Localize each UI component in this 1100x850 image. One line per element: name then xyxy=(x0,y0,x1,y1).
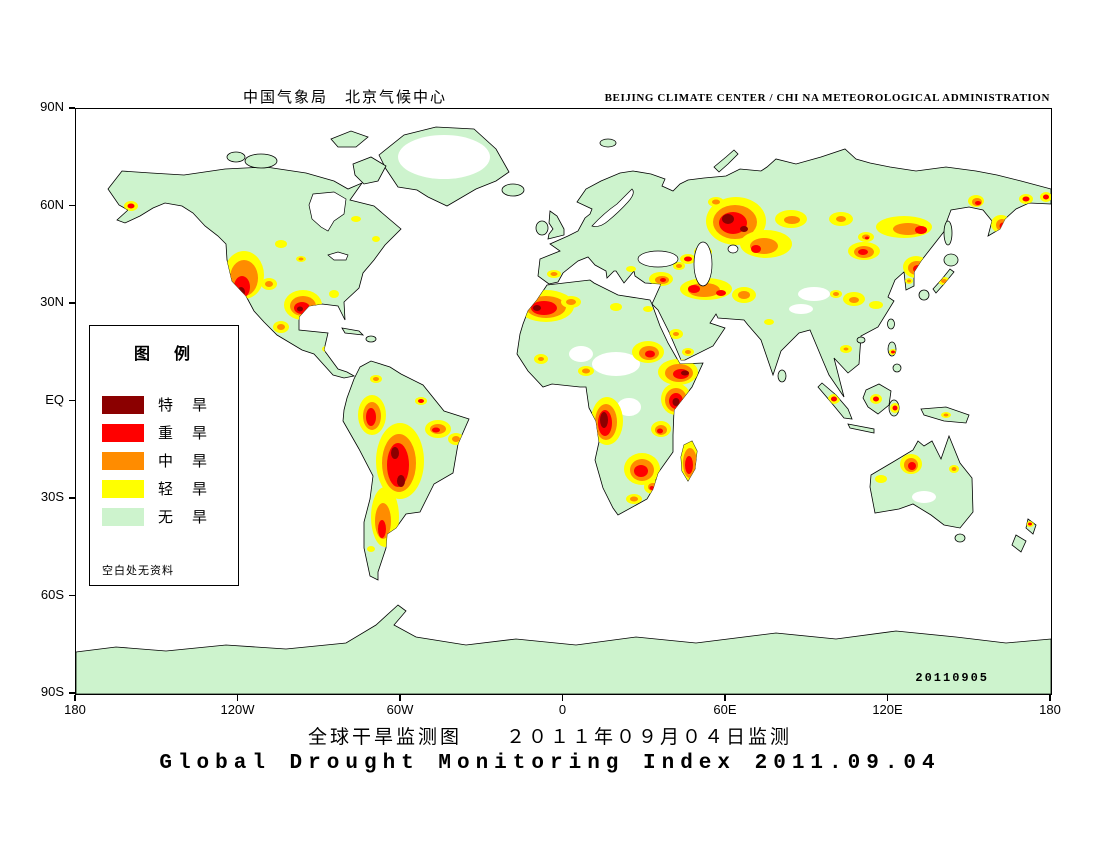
lon-label-120e: 120E xyxy=(872,702,903,717)
legend-swatch-severe xyxy=(102,423,144,442)
legend-swatch-extreme xyxy=(102,395,144,414)
lat-label-60s: 60S xyxy=(40,586,64,602)
legend-note: 空白处无资料 xyxy=(102,565,174,577)
lat-label-30n: 30N xyxy=(40,294,64,309)
legend-rows: 特 旱 重 旱 中 旱 轻 旱 无 旱 xyxy=(90,394,238,527)
footer-title-cn: 全球干旱监测图 ２０１１年０９月０４日监测 xyxy=(307,727,792,748)
legend-label: 中 旱 xyxy=(158,453,210,470)
legend-swatch-light xyxy=(102,479,144,498)
lon-label-120w: 120W xyxy=(220,702,255,717)
legend-label: 重 旱 xyxy=(158,425,210,442)
axis-tick xyxy=(74,694,76,701)
axis-tick xyxy=(886,694,889,701)
axis-tick xyxy=(399,694,401,701)
legend-label: 轻 旱 xyxy=(158,481,210,498)
axis-tick xyxy=(236,694,239,701)
lat-label-90s: 90S xyxy=(40,684,64,699)
lakes-layer xyxy=(308,188,739,287)
axis-tick xyxy=(724,694,726,701)
lat-label-eq: EQ xyxy=(45,391,64,407)
legend-item: 无 旱 xyxy=(102,506,238,527)
lat-label-60n: 60N xyxy=(40,196,64,212)
axis-tick xyxy=(69,399,75,402)
axis-tick xyxy=(69,692,75,694)
axis-tick xyxy=(561,694,564,701)
lon-label-0: 0 xyxy=(558,702,567,717)
header-title-en: BEIJING CLIMATE CENTER / CHI NA METEOROL… xyxy=(604,92,1050,104)
lat-label-30s: 30S xyxy=(40,489,64,504)
axis-tick xyxy=(1049,694,1051,701)
lon-label-60e: 60E xyxy=(713,702,737,717)
legend-item: 轻 旱 xyxy=(102,478,238,499)
nodata-layer xyxy=(398,135,936,503)
map-frame: 图 例 特 旱 重 旱 中 旱 轻 旱 xyxy=(75,108,1052,695)
legend-swatch-moderate xyxy=(102,451,144,470)
lon-label-60w: 60W xyxy=(386,702,414,717)
world-drought-map xyxy=(76,126,1051,694)
legend-label: 特 旱 xyxy=(158,397,210,414)
axis-tick xyxy=(69,302,75,304)
lon-label-180e: 180 xyxy=(1039,702,1061,717)
axis-tick xyxy=(69,204,75,207)
lat-label-90n: 90N xyxy=(40,99,64,114)
legend-label: 无 旱 xyxy=(158,509,210,526)
map-datestamp: 20110905 xyxy=(915,671,989,685)
axis-tick xyxy=(69,107,75,109)
legend-item: 中 旱 xyxy=(102,450,238,471)
legend-box: 图 例 特 旱 重 旱 中 旱 轻 旱 xyxy=(89,325,239,586)
header-title-cn: 中国气象局 北京气候中心 xyxy=(242,89,447,106)
footer-title-en: Global Drought Monitoring Index 2011.09.… xyxy=(159,752,941,775)
lon-label-180w: 180 xyxy=(64,702,86,717)
legend-swatch-none xyxy=(102,507,144,526)
axis-tick xyxy=(69,497,75,499)
legend-title: 图 例 xyxy=(133,346,194,363)
axis-tick xyxy=(69,594,75,597)
legend-item: 特 旱 xyxy=(102,394,238,415)
legend-item: 重 旱 xyxy=(102,422,238,443)
